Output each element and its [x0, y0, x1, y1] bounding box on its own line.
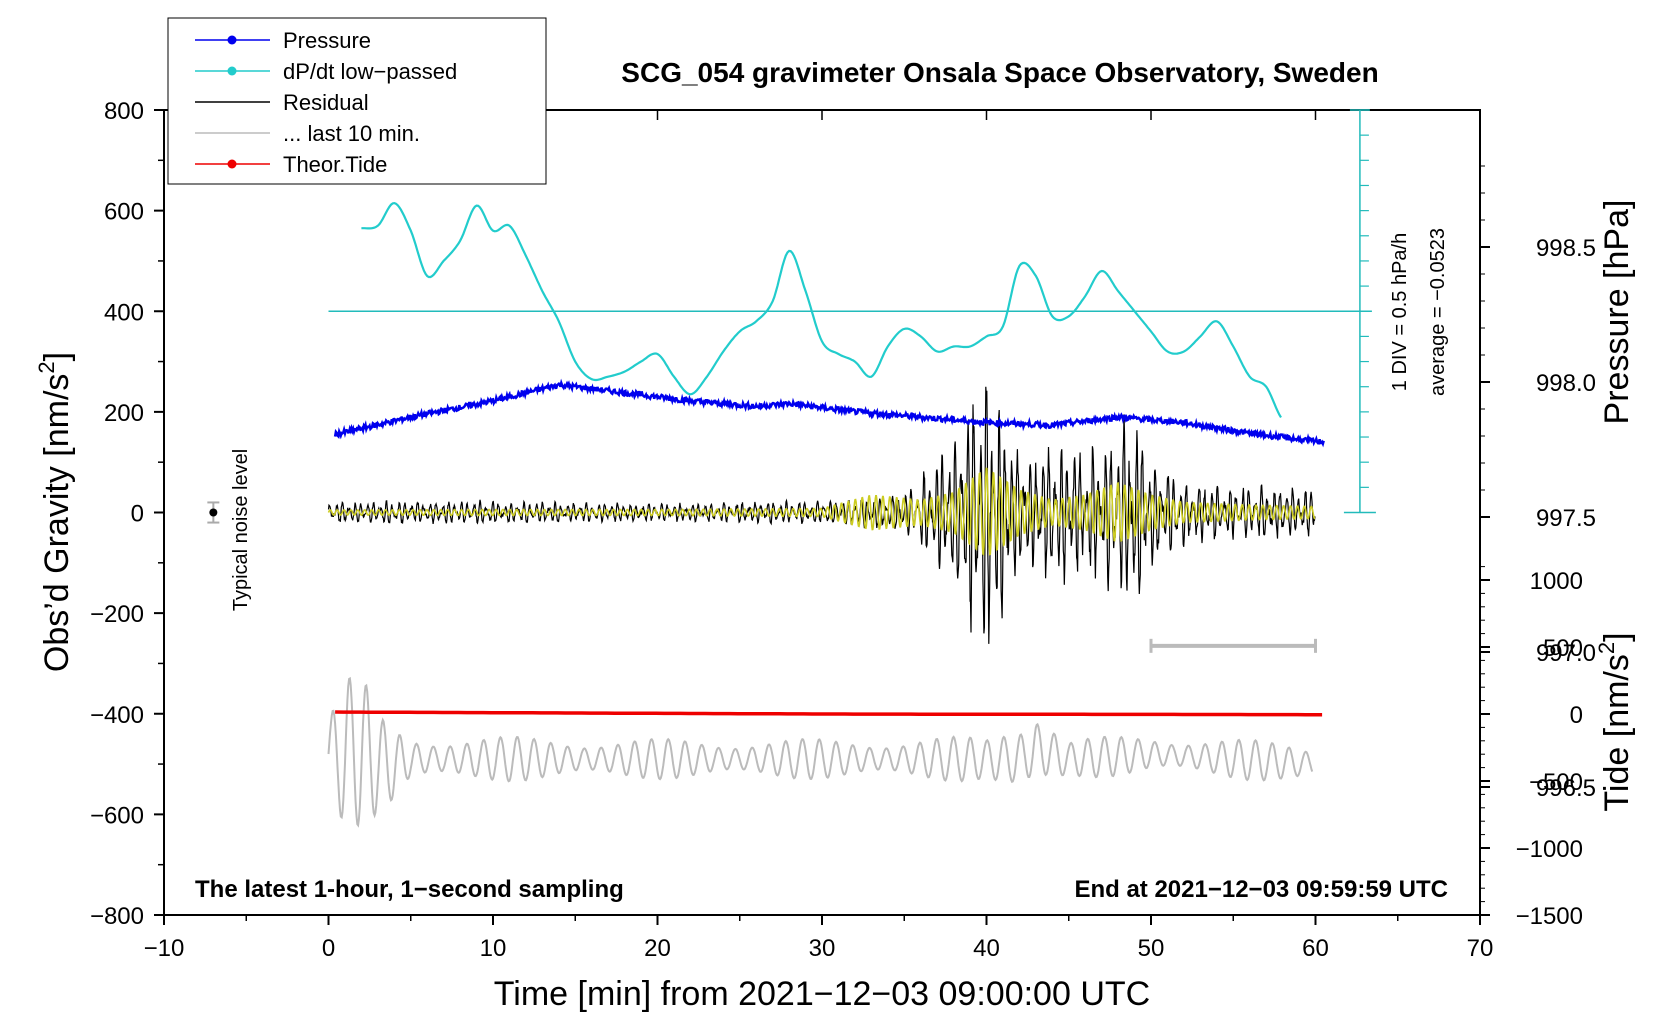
series-layer — [327, 201, 1325, 828]
y-tick-label: 200 — [104, 400, 144, 427]
y-tick-label: −400 — [90, 702, 144, 729]
legend-marker — [227, 35, 237, 45]
y-tick-label: −200 — [90, 601, 144, 628]
last-10-min-scale-bar — [1149, 638, 1317, 653]
y-tick-label: 0 — [131, 501, 144, 528]
noise-label: Typical noise level — [230, 449, 252, 611]
noise-point — [209, 508, 218, 517]
pressure-tick-label: 997.5 — [1536, 505, 1596, 532]
x-tick-label: 50 — [1138, 935, 1165, 962]
x-tick-label: 70 — [1467, 935, 1494, 962]
pressure-tick-label: 996.5 — [1536, 775, 1596, 802]
pressure-axis-label: Pressure [hPa] — [1598, 200, 1636, 425]
x-axis-label: Time [min] from 2021−12−03 09:00:00 UTC — [494, 975, 1150, 1013]
x-tick-label: −10 — [144, 935, 185, 962]
pressure-tick-label: 998.5 — [1536, 235, 1596, 262]
tide-tick-label: 0 — [1570, 702, 1583, 729]
tide-label-sup: 2 — [1594, 642, 1619, 654]
y-tick-label: −600 — [90, 802, 144, 829]
tide-label-text: Tide [nm/s — [1598, 654, 1636, 811]
dpdt-scale-label: 1 DIV = 0.5 hPa/h — [1389, 233, 1411, 391]
noise-error-bar — [207, 501, 220, 524]
tide-series — [335, 710, 1323, 717]
last-10-min-series — [327, 676, 1314, 828]
tide-tick-label: −500 — [1529, 769, 1583, 796]
pressure-tick-label: 998.0 — [1536, 370, 1596, 397]
pressure-axis: 998.5 998.0 997.5 997.0 996.5 — [1480, 165, 1596, 802]
y-tick-label: 800 — [104, 98, 144, 125]
left-y-axis: 800 600 400 200 0 −200 −400 −600 −800 — [90, 98, 164, 930]
left-y-label-text: Obs’d Gravity [nm/s — [38, 374, 76, 673]
footer-right-note: End at 2021−12−03 09:59:59 UTC — [1074, 876, 1448, 903]
x-tick-label: 20 — [644, 935, 671, 962]
legend-label: Theor.Tide — [283, 152, 387, 177]
dpdt-series — [361, 201, 1282, 418]
x-tick-label: 30 — [809, 935, 836, 962]
tide-tick-label: 500 — [1543, 635, 1583, 662]
residual-filtered-series — [327, 467, 1316, 556]
left-y-label-sup: 2 — [34, 361, 59, 373]
legend-label: Pressure — [283, 28, 371, 53]
x-tick-label: 0 — [322, 935, 335, 962]
y-tick-label: 400 — [104, 299, 144, 326]
x-tick-label: 60 — [1302, 935, 1329, 962]
x-tick-label: 40 — [973, 935, 1000, 962]
tide-tick-label: −1500 — [1516, 903, 1583, 930]
y-tick-label: −800 — [90, 903, 144, 930]
tide-tick-label: 1000 — [1530, 568, 1583, 595]
legend: Pressure dP/dt low−passed Residual ... last… — [167, 17, 547, 185]
legend-label: dP/dt low−passed — [283, 59, 457, 84]
legend-label: Residual — [283, 90, 369, 115]
legend-marker — [227, 66, 237, 76]
tide-tick-label: −1000 — [1516, 836, 1583, 863]
x-tick-label: 10 — [480, 935, 507, 962]
dpdt-average-label: average = −0.0523 — [1427, 228, 1449, 396]
y-tick-label: 600 — [104, 199, 144, 226]
legend-label: ... last 10 min. — [283, 121, 420, 146]
left-y-label-close: ] — [38, 352, 76, 361]
pressure-series — [333, 378, 1325, 448]
x-axis: −10 0 10 20 30 40 50 60 70 — [144, 110, 1494, 962]
pressure-tick-label: 997.0 — [1536, 640, 1596, 667]
tide-label-close: ] — [1598, 632, 1636, 641]
legend-marker — [227, 159, 237, 169]
footer-left-note: The latest 1-hour, 1−second sampling — [195, 876, 624, 903]
chart-title: SCG_054 gravimeter Onsala Space Observat… — [621, 57, 1378, 88]
tide-axis-label: Tide [nm/s2] — [1594, 632, 1636, 811]
left-y-axis-label: Obs’d Gravity [nm/s2] — [34, 352, 76, 672]
legend-box — [167, 17, 547, 185]
tide-axis: 1000 500 0 −500 −1000 −1500 — [1480, 566, 1583, 930]
dpdt-scale-ruler — [328, 109, 1376, 514]
legend-items: Pressure dP/dt low−passed Residual ... last… — [195, 28, 457, 177]
